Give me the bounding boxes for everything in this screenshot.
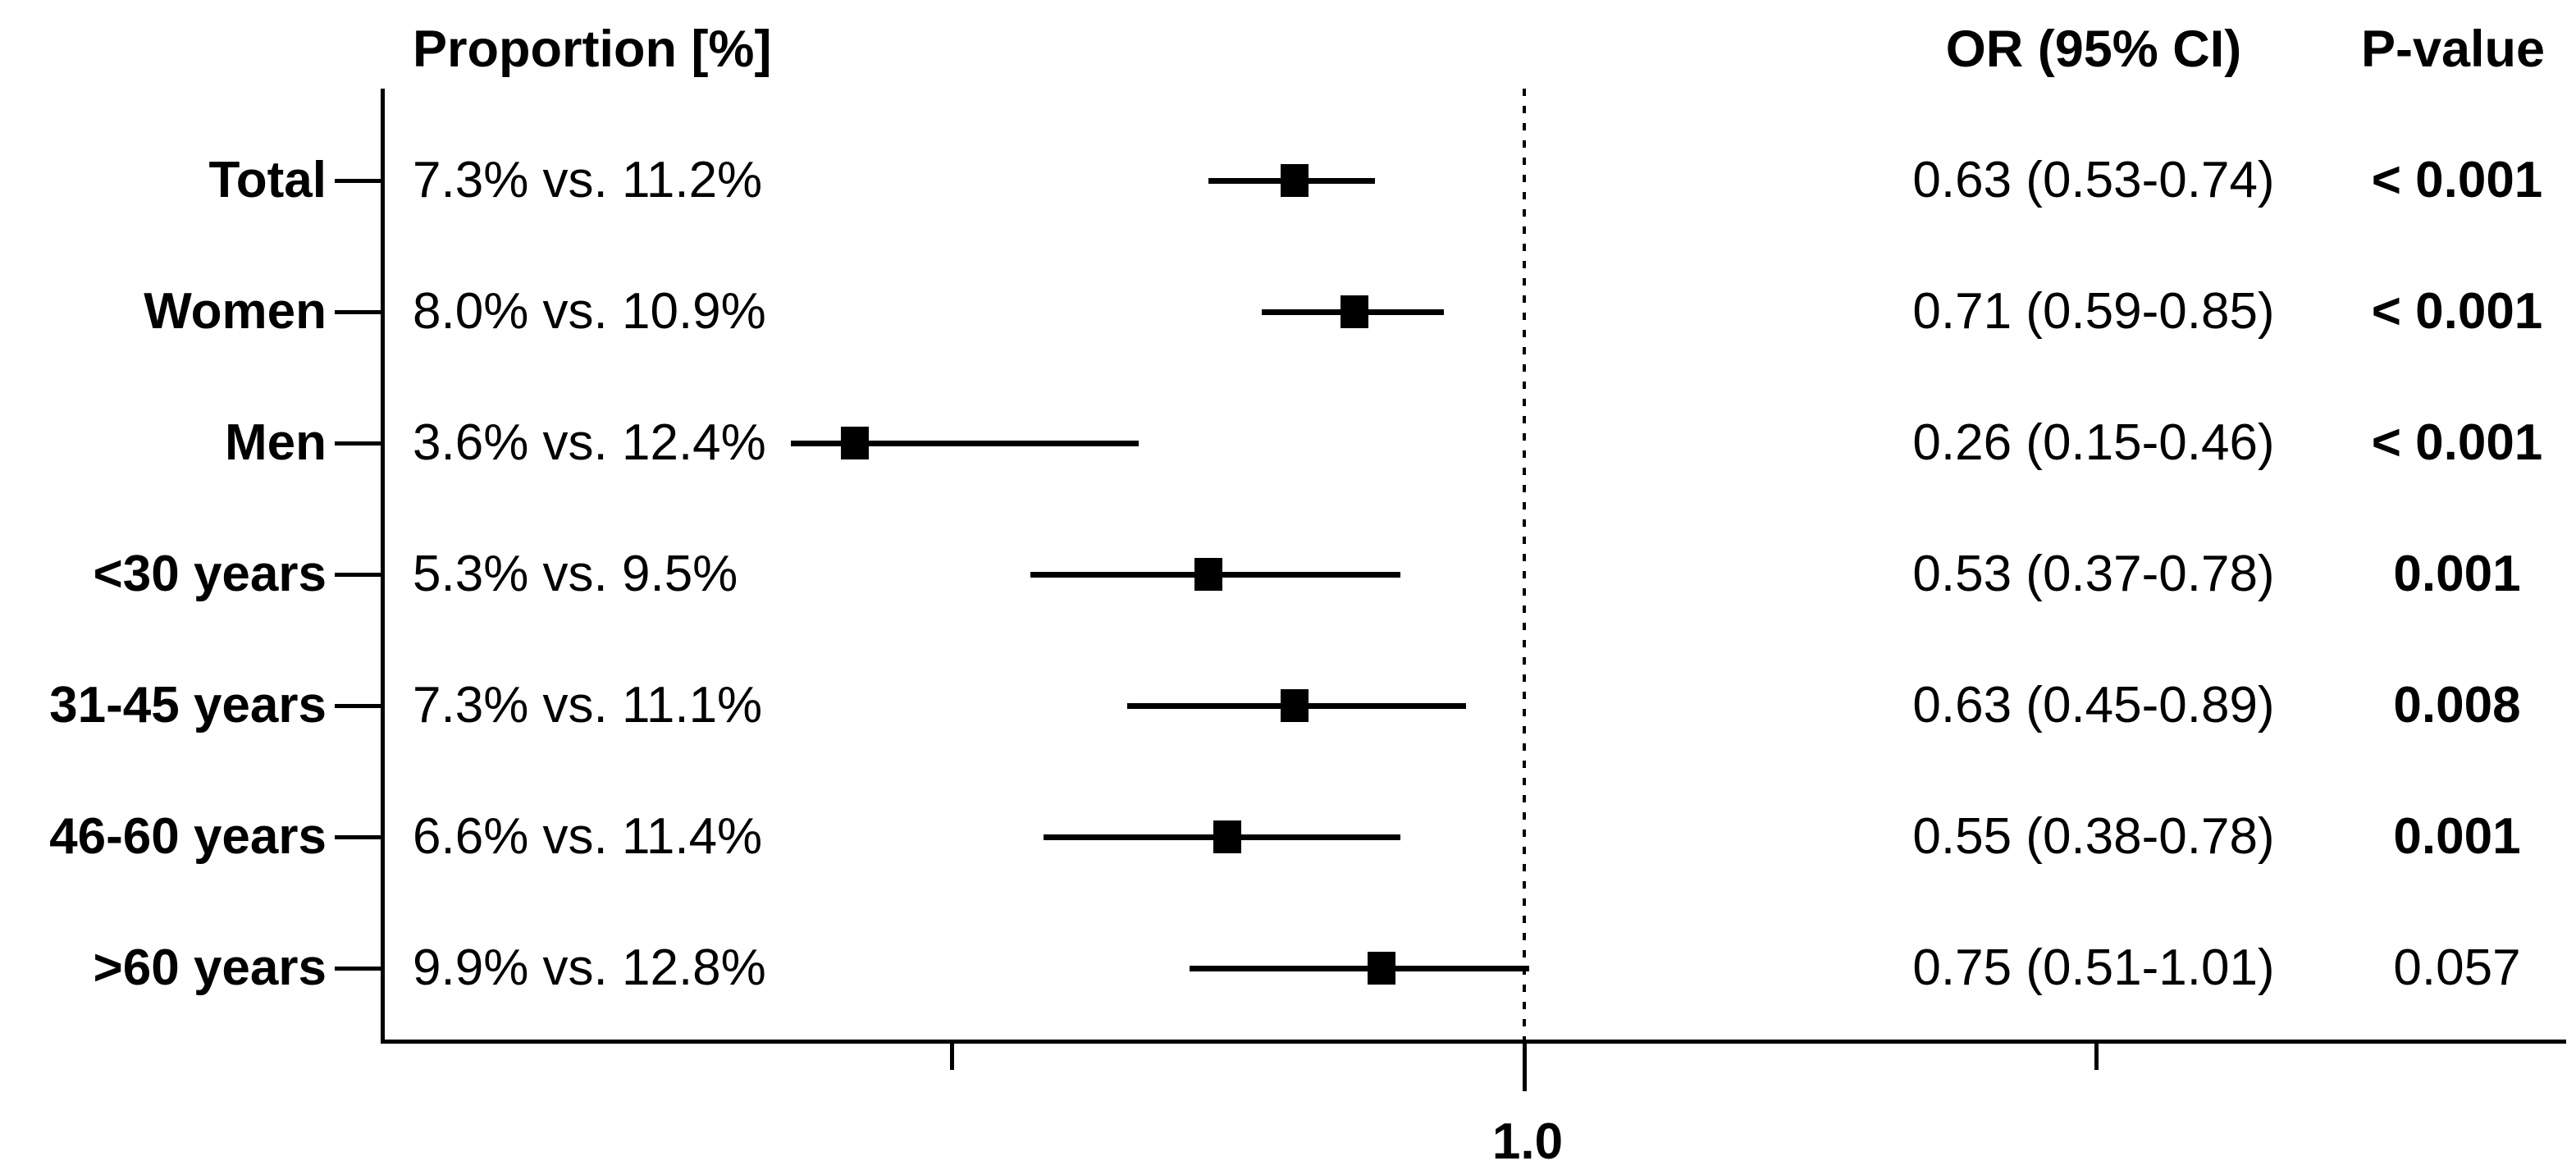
y-axis-tick bbox=[335, 573, 382, 577]
or-marker bbox=[1194, 558, 1223, 591]
or-marker bbox=[840, 427, 869, 459]
p-value-text: < 0.001 bbox=[2371, 283, 2543, 340]
p-value-column-header: P-value bbox=[2360, 21, 2546, 78]
or-marker bbox=[1281, 689, 1309, 722]
x-axis-major-tick bbox=[1523, 1044, 1527, 1091]
p-value-text: 0.001 bbox=[2393, 546, 2521, 602]
proportion-text: 5.3% vs. 9.5% bbox=[413, 544, 763, 605]
or-marker bbox=[1340, 295, 1368, 328]
row-label: >60 years bbox=[93, 939, 327, 996]
proportion-text: 9.9% vs. 12.8% bbox=[413, 938, 791, 999]
or-ci-text: 0.63 (0.45-0.89) bbox=[1912, 677, 2275, 734]
y-axis-tick bbox=[335, 835, 382, 839]
or-ci-text: 0.26 (0.15-0.46) bbox=[1912, 414, 2275, 471]
y-axis-line bbox=[381, 89, 385, 1044]
proportion-text: 8.0% vs. 10.9% bbox=[413, 281, 791, 342]
reference-line-1.0 bbox=[1523, 89, 1526, 1040]
or-ci-text: 0.55 (0.38-0.78) bbox=[1912, 808, 2275, 865]
y-axis-tick bbox=[335, 179, 382, 183]
row-label: 46-60 years bbox=[49, 808, 327, 865]
or-marker bbox=[1213, 820, 1241, 853]
x-axis-line bbox=[381, 1040, 2566, 1044]
p-value-text: 0.008 bbox=[2393, 677, 2521, 734]
x-axis-minor-tick bbox=[2094, 1044, 2099, 1070]
or-ci-text: 0.75 (0.51-1.01) bbox=[1912, 939, 2275, 996]
row-label: Men bbox=[225, 414, 327, 471]
row-label: Women bbox=[144, 283, 327, 340]
p-value-text: 0.057 bbox=[2393, 939, 2521, 996]
or-column-header: OR (95% CI) bbox=[1945, 21, 2242, 78]
proportion-text: 7.3% vs. 11.1% bbox=[413, 675, 788, 736]
x-axis-minor-tick bbox=[950, 1044, 955, 1070]
x-axis-tick-label-1.0: 1.0 bbox=[1491, 1113, 1564, 1170]
or-ci-text: 0.71 (0.59-0.85) bbox=[1912, 283, 2275, 340]
p-value-text: < 0.001 bbox=[2371, 414, 2543, 471]
or-ci-text: 0.63 (0.53-0.74) bbox=[1912, 152, 2275, 208]
ci-line bbox=[1190, 966, 1529, 971]
y-axis-tick bbox=[335, 704, 382, 708]
or-marker bbox=[1367, 952, 1395, 985]
row-label: 31-45 years bbox=[49, 677, 327, 734]
or-marker bbox=[1281, 164, 1309, 197]
y-axis-tick bbox=[335, 441, 382, 446]
row-label: Total bbox=[208, 152, 327, 208]
proportion-column-header: Proportion [%] bbox=[413, 21, 772, 78]
or-ci-text: 0.53 (0.37-0.78) bbox=[1912, 546, 2275, 602]
row-label: <30 years bbox=[93, 546, 327, 602]
y-axis-tick bbox=[335, 310, 382, 314]
y-axis-tick bbox=[335, 967, 382, 971]
proportion-text: 3.6% vs. 12.4% bbox=[413, 413, 791, 473]
proportion-text: 7.3% vs. 11.2% bbox=[413, 150, 788, 211]
proportion-text: 6.6% vs. 11.4% bbox=[413, 807, 788, 867]
p-value-text: 0.001 bbox=[2393, 808, 2521, 865]
p-value-text: < 0.001 bbox=[2371, 152, 2543, 208]
